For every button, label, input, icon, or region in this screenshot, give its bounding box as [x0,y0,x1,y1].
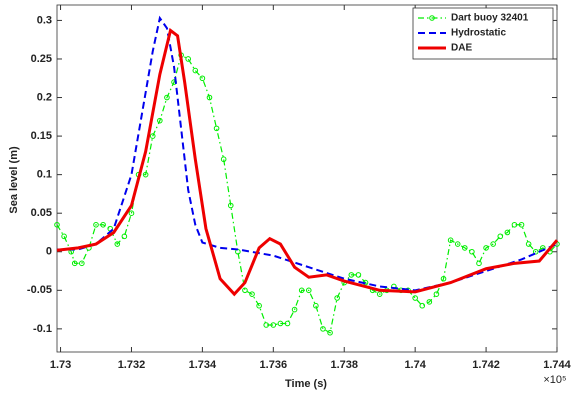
marker [376,291,383,297]
legend-label: DAE [451,43,472,54]
marker [334,295,340,301]
marker [511,221,518,228]
marker [114,241,121,247]
marker [454,241,461,247]
marker [164,94,170,101]
y-axis-label: Sea level (m) [8,146,20,214]
marker [447,237,454,243]
marker [192,67,199,74]
marker [263,322,270,328]
x-tick-label: 1.736 [260,359,288,371]
marker [79,260,85,267]
x-axis-label: Time (s) [285,378,327,390]
marker [227,202,234,209]
marker [504,229,511,236]
marker [93,221,99,228]
x-multiplier: ×10⁵ [543,374,566,386]
marker [426,299,433,305]
x-tick-label: 1.74 [404,359,426,371]
marker [157,117,163,124]
marker [149,133,156,139]
marker [142,171,149,178]
marker [462,245,468,251]
y-tick-label: 0.3 [37,14,52,26]
marker [291,306,298,313]
marker [256,302,262,309]
x-tick-label: 1.734 [189,359,217,371]
marker [440,275,447,282]
marker [298,287,305,294]
marker [206,94,213,101]
marker [433,291,440,297]
marker [327,329,333,336]
marker [320,326,326,332]
marker [121,233,128,240]
x-tick-label: 1.73 [50,359,71,371]
marker [249,291,255,297]
plot-area [56,4,558,353]
marker [242,287,248,294]
legend-box [412,7,554,60]
marker [71,260,78,267]
marker [483,245,489,251]
legend-label: Hydrostatic [451,28,506,39]
marker [213,125,220,132]
marker [348,272,355,278]
marker [284,320,291,327]
marker [128,210,135,216]
legend-marker [429,15,435,21]
marker [476,260,482,267]
x-tick-label: 1.742 [472,359,500,371]
y-tick-label: 0.05 [31,207,52,219]
marker [518,221,525,228]
y-tick-label: 0 [46,246,52,258]
marker [270,322,277,328]
marker [100,221,106,228]
y-tick-label: -0.1 [33,323,52,335]
marker [532,248,539,255]
marker [277,320,284,327]
marker [412,295,418,301]
marker [199,75,206,82]
marker [469,248,475,255]
marker [497,233,504,240]
marker [305,287,312,294]
marker [61,233,67,240]
y-tick-label: -0.05 [27,284,52,296]
x-tick-label: 1.732 [118,359,146,371]
marker [220,156,227,163]
marker [525,241,532,247]
marker [490,241,496,247]
marker [419,302,426,309]
marker [313,302,319,309]
marker [54,221,60,228]
x-tick-label: 1.744 [543,359,571,371]
series-line [56,27,559,297]
y-tick-label: 0.1 [37,169,52,181]
marker [185,56,192,62]
y-tick-label: 0.15 [31,130,52,142]
legend-label: Dart buoy 32401 [451,13,529,24]
y-tick-label: 0.2 [37,91,52,103]
y-tick-label: 0.25 [31,53,52,65]
marker [355,272,362,278]
x-tick-label: 1.738 [330,359,358,371]
